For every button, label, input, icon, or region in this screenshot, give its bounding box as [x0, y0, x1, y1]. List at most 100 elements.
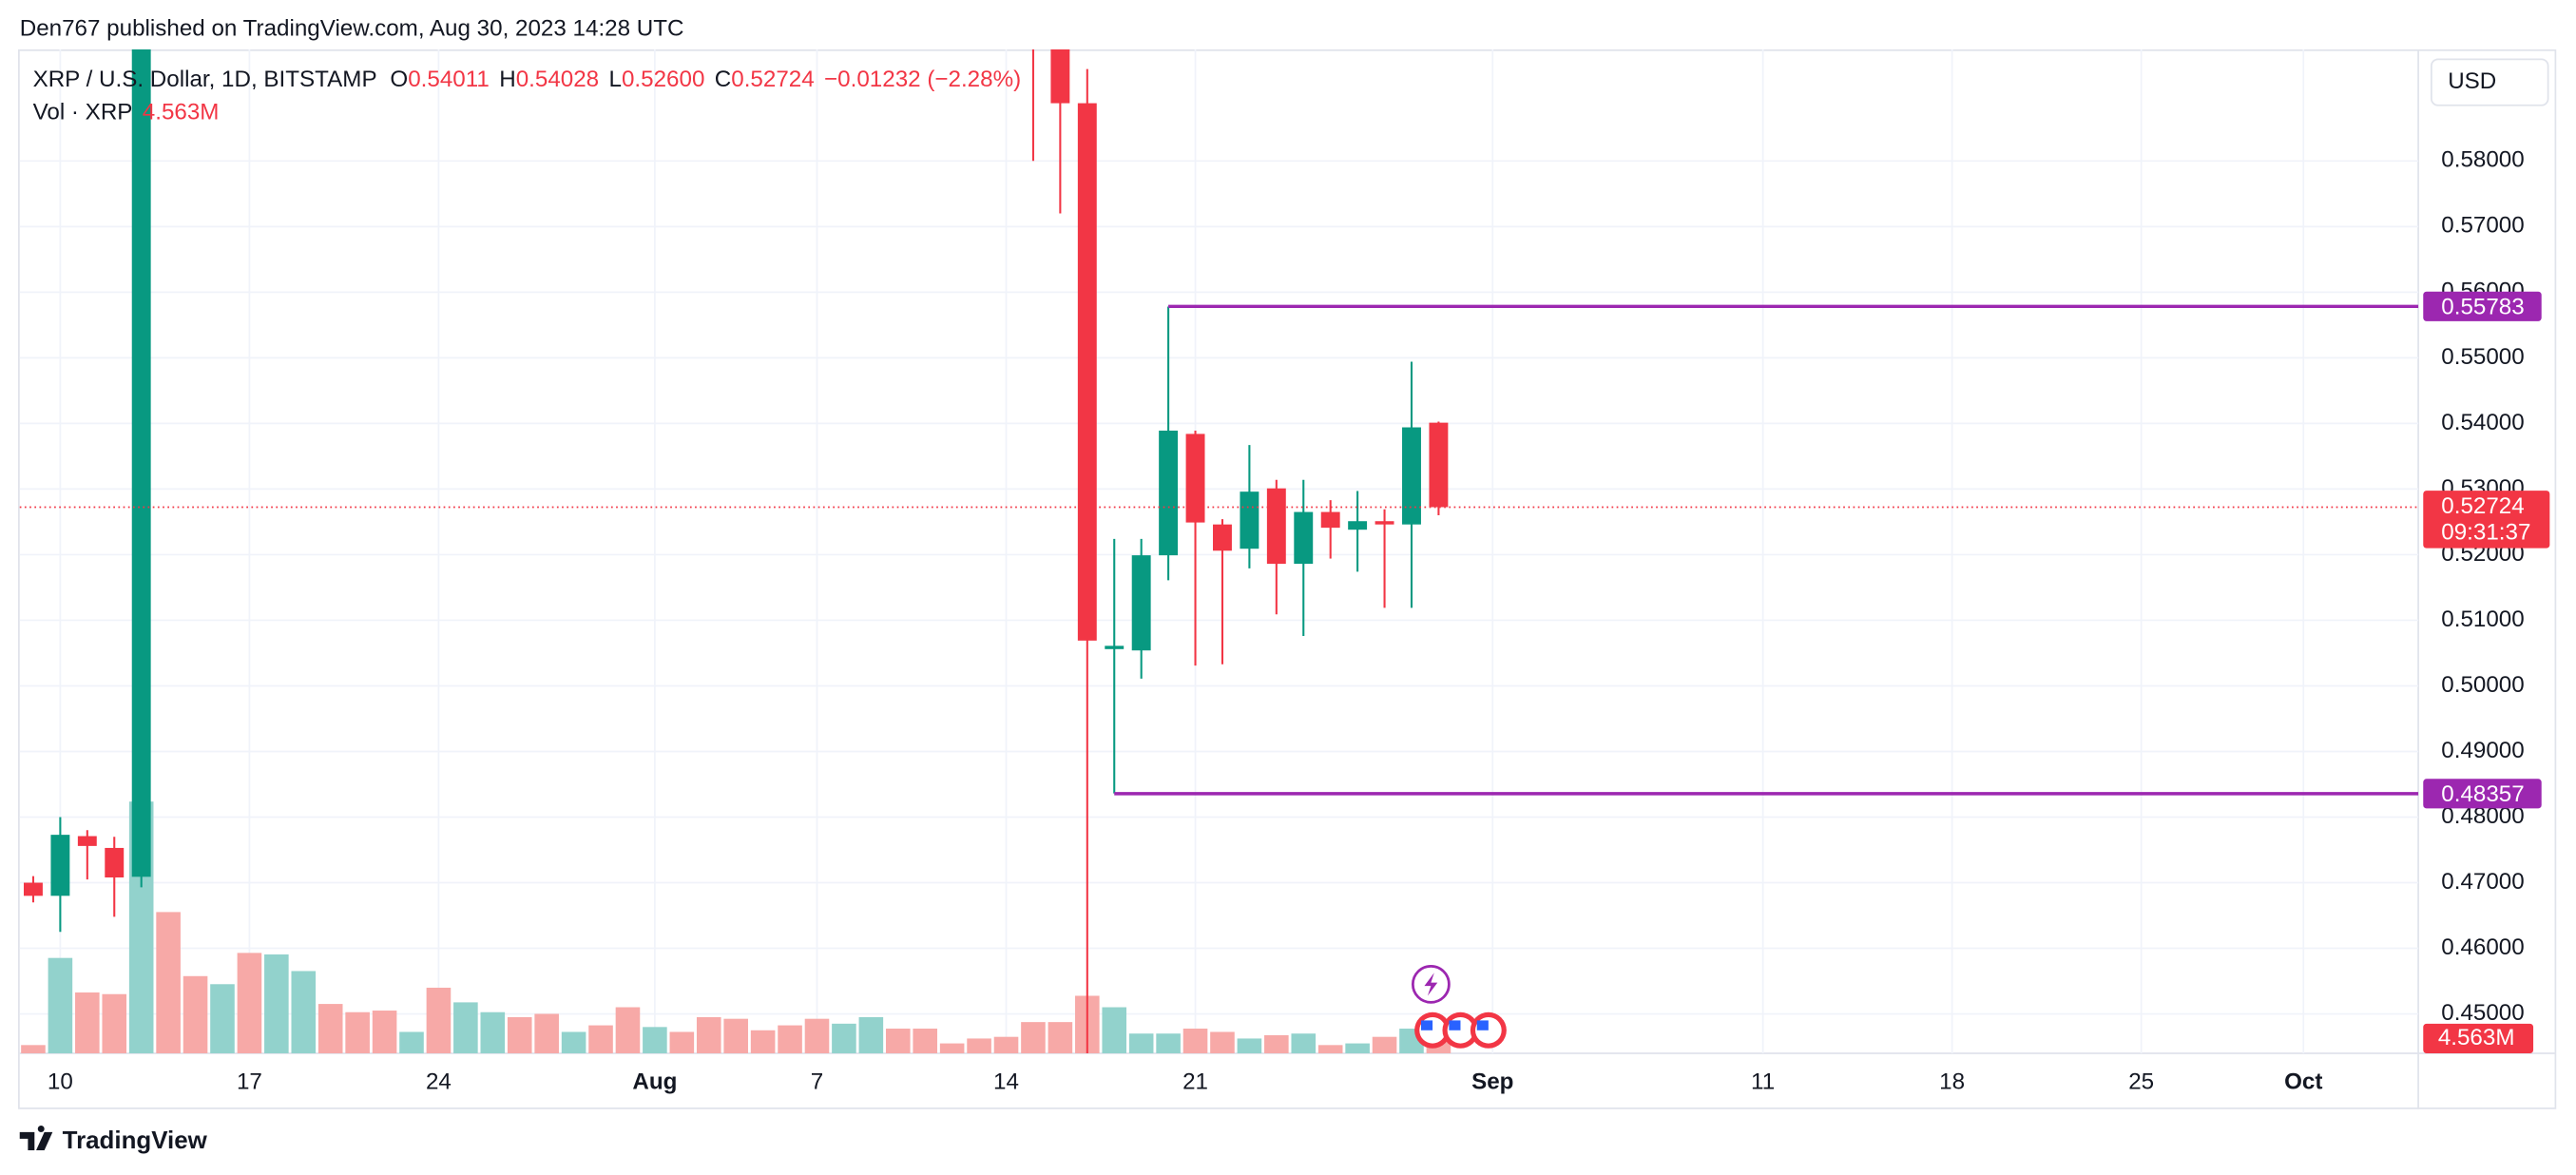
candle-body	[1348, 521, 1368, 530]
volume-bar	[750, 1030, 776, 1053]
candle-body	[1402, 427, 1421, 525]
price-level-tag	[2423, 291, 2542, 321]
price-level-label: 0.48357	[2441, 781, 2524, 807]
volume-bar	[1291, 1033, 1317, 1053]
current-price-tag	[2423, 491, 2550, 549]
volume-bar	[832, 1023, 856, 1053]
x-tick-label: 18	[1939, 1069, 1965, 1094]
y-tick-label: 0.54000	[2441, 410, 2524, 435]
candle-body	[1375, 521, 1394, 525]
volume-bar	[696, 1016, 721, 1053]
volume-bar	[156, 912, 181, 1053]
x-tick-label: 14	[993, 1069, 1019, 1094]
legend-change: −0.01232 (−2.28%)	[824, 67, 1021, 92]
currency-button[interactable]: USD	[2431, 58, 2549, 106]
volume-bar	[615, 1007, 641, 1053]
y-tick-label: 0.49000	[2441, 738, 2524, 763]
x-tick-label: 17	[237, 1069, 262, 1094]
legend-key: C	[715, 67, 731, 92]
countdown-label: 09:31:37	[2441, 520, 2530, 546]
current-price-label: 0.52724	[2441, 493, 2524, 519]
y-tick-label: 0.47000	[2441, 869, 2524, 895]
volume-bar	[913, 1029, 938, 1053]
volume-bar	[1182, 1029, 1208, 1053]
legend-value: 0.52600	[622, 67, 704, 92]
volume-bar	[75, 992, 100, 1053]
flag-icon	[1476, 1020, 1489, 1031]
candle-body	[1320, 511, 1340, 529]
legend-symbol: XRP / U.S. Dollar, 1D, BITSTAMP	[33, 67, 377, 92]
y-tick-label: 0.58000	[2441, 147, 2524, 173]
legend-key: L	[609, 67, 622, 92]
candle-body	[1294, 511, 1314, 565]
x-tick-label: 24	[426, 1069, 452, 1094]
volume-bar	[1128, 1033, 1154, 1053]
lightning-icon	[1424, 973, 1438, 996]
candle-body	[24, 882, 43, 896]
legend-volume: Vol · XRP 4.563M	[33, 100, 220, 125]
candle-body	[1213, 524, 1232, 551]
candle-body	[77, 836, 97, 846]
volume-bar	[372, 1011, 397, 1053]
x-tick-label: Sep	[1471, 1069, 1513, 1094]
legend-value: 0.52724	[731, 67, 814, 92]
currency-label[interactable]: USD	[2448, 68, 2496, 94]
volume-bar	[102, 993, 127, 1053]
legend-volume-title: Vol · XRP	[33, 100, 133, 125]
volume-bar	[534, 1013, 559, 1053]
volume-bar	[858, 1016, 884, 1053]
volume-bar	[453, 1002, 478, 1053]
grid	[19, 48, 2419, 1053]
footer-logo: TradingView	[19, 1126, 208, 1154]
event-icons	[1411, 964, 1507, 1049]
candle-body	[1159, 430, 1179, 556]
volume-bar	[993, 1036, 1019, 1053]
candle-body	[1105, 645, 1125, 649]
x-tick-label: 21	[1182, 1069, 1208, 1094]
flag-icon	[1449, 1020, 1461, 1031]
volume-bar	[967, 1038, 991, 1053]
volume-bar	[1264, 1034, 1289, 1053]
currency-box[interactable]	[2431, 58, 2549, 106]
candle-body	[1429, 422, 1449, 508]
volume-bar	[1102, 1007, 1127, 1053]
x-tick-label: 25	[2128, 1069, 2154, 1094]
legend-key: O	[390, 67, 408, 92]
volume-bar	[1021, 1022, 1046, 1053]
candle-body	[1077, 103, 1097, 641]
volume-bar	[345, 1011, 370, 1053]
flag-icon	[1420, 1020, 1433, 1031]
legend-volume-value: 4.563M	[143, 100, 220, 125]
volume-bar	[669, 1031, 695, 1053]
y-tick-label: 0.45000	[2441, 1000, 2524, 1026]
volume-bar	[1317, 1045, 1343, 1053]
y-tick-label: 0.55000	[2441, 344, 2524, 370]
volume-bar	[1372, 1036, 1397, 1053]
volume-bar	[1156, 1033, 1181, 1053]
volume-bar	[21, 1045, 46, 1053]
chart-frame	[18, 48, 2557, 1109]
volume-bar	[399, 1031, 424, 1053]
volume-bar	[48, 957, 73, 1053]
volume-tag-label: 4.563M	[2438, 1025, 2515, 1050]
candle-body	[1240, 491, 1259, 549]
volume-bar	[1237, 1038, 1262, 1053]
candle-body	[1185, 433, 1205, 523]
volume-bar	[1345, 1043, 1370, 1053]
price-level-label: 0.55783	[2441, 294, 2524, 319]
volume-bar	[588, 1025, 613, 1053]
x-tick-label: 11	[1751, 1069, 1775, 1094]
x-tick-label: 10	[48, 1069, 73, 1094]
footer-text: TradingView	[63, 1127, 208, 1154]
volume-bar	[778, 1025, 802, 1053]
x-tick-label: 7	[811, 1069, 823, 1094]
volume-bar	[1048, 1022, 1073, 1053]
legend-key: H	[499, 67, 515, 92]
volume-bar	[723, 1018, 748, 1053]
volume-bar	[264, 953, 289, 1053]
candle-body	[1050, 48, 1070, 104]
legend-line: XRP / U.S. Dollar, 1D, BITSTAMP O0.54011 H…	[33, 67, 1022, 92]
y-tick-label: 0.57000	[2441, 213, 2524, 239]
